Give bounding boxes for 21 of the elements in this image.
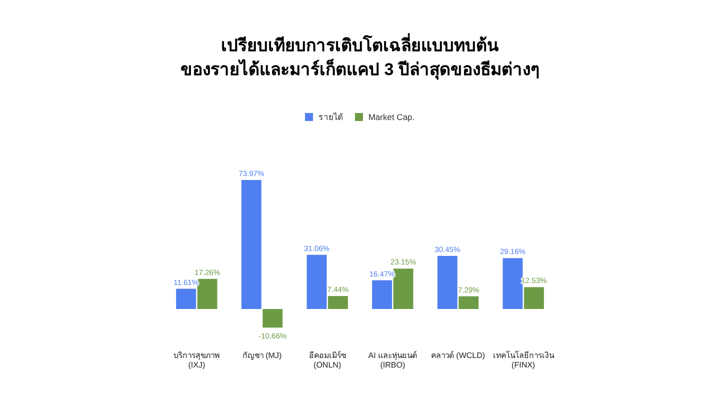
bar (241, 180, 262, 309)
x-tick-label: กัญชา (MJ) (242, 351, 282, 360)
x-tick-label: AI และหุ่นยนต์ (IRBO) (368, 350, 418, 370)
bar (372, 280, 392, 309)
legend-label: Market Cap. (368, 111, 415, 124)
x-tick-label: บริการสุขภาพ (IXJ) (174, 351, 220, 370)
bar (502, 258, 523, 309)
x-tick-label: เทคโนโลยีการเงิน (FINX) (492, 350, 555, 370)
bar (437, 256, 458, 309)
bar (328, 296, 348, 309)
chart-title: เปรียบเทียบการเติบโตเฉลี่ยแบบทบต้น ของรายได้และมาร์เก็ตแคป 3 ปีล่าสุดของธีมต่างๆ (180, 33, 540, 80)
bar (262, 309, 283, 328)
legend-label: รายได้ (318, 111, 344, 124)
bar (306, 254, 327, 309)
x-tick-label: อีคอมเมิร์ซ (ONLN) (308, 350, 347, 370)
bar (197, 278, 218, 309)
bar (176, 288, 196, 309)
bar (524, 287, 544, 309)
bar (393, 268, 414, 309)
x-tick-label: คลาวด์ (WCLD) (430, 350, 486, 360)
bar (458, 296, 479, 309)
